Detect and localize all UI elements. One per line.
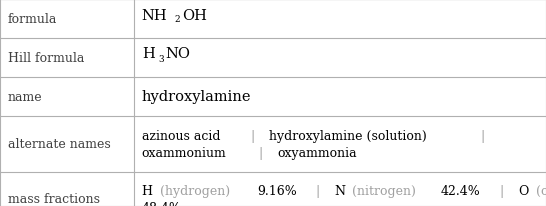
- Text: 48.4%: 48.4%: [142, 201, 182, 206]
- Text: formula: formula: [8, 13, 57, 26]
- Text: oxyammonia: oxyammonia: [277, 146, 357, 159]
- Text: 9.16%: 9.16%: [257, 184, 296, 197]
- Text: |: |: [243, 129, 263, 142]
- Text: 2: 2: [175, 15, 181, 24]
- Text: oxammonium: oxammonium: [142, 146, 227, 159]
- Text: (hydrogen): (hydrogen): [156, 184, 234, 197]
- Text: Hill formula: Hill formula: [8, 52, 85, 65]
- Text: 3: 3: [158, 54, 164, 63]
- Text: azinous acid: azinous acid: [142, 129, 220, 142]
- Text: alternate names: alternate names: [8, 138, 111, 151]
- Text: OH: OH: [182, 8, 207, 22]
- Text: H: H: [142, 184, 153, 197]
- Text: |: |: [473, 129, 485, 142]
- Text: NH: NH: [142, 8, 168, 22]
- Text: O: O: [519, 184, 529, 197]
- Text: NO: NO: [165, 47, 191, 61]
- Text: |: |: [492, 184, 513, 197]
- Text: hydroxylamine: hydroxylamine: [142, 90, 251, 104]
- Text: 42.4%: 42.4%: [441, 184, 481, 197]
- Text: name: name: [8, 91, 43, 103]
- Text: N: N: [334, 184, 345, 197]
- Text: (oxygen): (oxygen): [532, 184, 546, 197]
- Text: H: H: [142, 47, 155, 61]
- Text: hydroxylamine (solution): hydroxylamine (solution): [269, 129, 427, 142]
- Text: |: |: [308, 184, 328, 197]
- Text: mass fractions: mass fractions: [8, 193, 100, 206]
- Text: (nitrogen): (nitrogen): [348, 184, 420, 197]
- Text: |: |: [251, 146, 271, 159]
